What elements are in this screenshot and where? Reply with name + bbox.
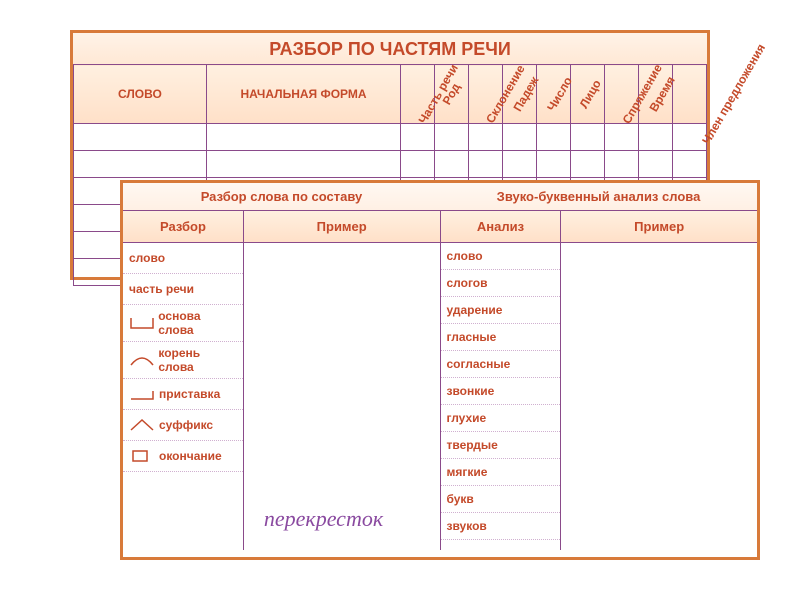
morpheme-label: корень слова	[158, 346, 237, 374]
morpheme-label: окончание	[159, 449, 222, 463]
analysis-row: ударение	[441, 297, 561, 324]
pristavka-icon	[129, 387, 155, 401]
analysis-row: слово	[441, 243, 561, 270]
col-thin-0: Часть речи	[401, 65, 435, 124]
right-colB: Пример	[561, 211, 757, 242]
col-thin-4: Число	[537, 65, 571, 124]
morpheme-label: часть речи	[129, 282, 194, 296]
example-word: перекресток	[264, 506, 383, 532]
right-example-area	[561, 243, 757, 550]
morpheme-row: слово	[123, 243, 243, 274]
col-thin-2: Склонение	[469, 65, 503, 124]
analysis-row: слогов	[441, 270, 561, 297]
right-title: Звуко-буквенный анализ слова	[440, 183, 757, 210]
analysis-row: гласные	[441, 324, 561, 351]
analysis-row: звонкие	[441, 378, 561, 405]
left-colA: Разбор	[123, 211, 244, 242]
morpheme-row: часть речи	[123, 274, 243, 305]
col-slovo: СЛОВО	[74, 65, 207, 124]
morpheme-label: слово	[129, 251, 165, 265]
table-row	[74, 151, 707, 178]
card-word-analysis: Разбор слова по составу Звуко-буквенный …	[120, 180, 760, 560]
left-example-area: перекресток	[244, 243, 440, 550]
left-panel: Разбор Пример слово часть речи основа слов…	[123, 210, 441, 550]
right-panel: Анализ Пример словослоговударениегласные…	[441, 210, 758, 550]
analysis-row: глухие	[441, 405, 561, 432]
morpheme-row: окончание	[123, 441, 243, 472]
right-colA: Анализ	[441, 211, 562, 242]
col-thin-5: Лицо	[571, 65, 605, 124]
analysis-row: согласные	[441, 351, 561, 378]
koren-icon	[129, 353, 154, 367]
analysis-row: звуков	[441, 513, 561, 540]
morpheme-label: суффикс	[159, 418, 213, 432]
okonch-icon	[129, 449, 155, 463]
col-thin-8: Член предложения	[672, 65, 706, 124]
left-title: Разбор слова по составу	[123, 183, 440, 210]
morpheme-row: суффикс	[123, 410, 243, 441]
left-colB: Пример	[244, 211, 440, 242]
col-thin-6: Спряжение	[605, 65, 639, 124]
analysis-row: твердые	[441, 432, 561, 459]
morpheme-row: приставка	[123, 379, 243, 410]
analysis-row: мягкие	[441, 459, 561, 486]
osnova-icon	[129, 316, 154, 330]
analysis-row: букв	[441, 486, 561, 513]
card-title: РАЗБОР ПО ЧАСТЯМ РЕЧИ	[73, 33, 707, 64]
col-nach: НАЧАЛЬНАЯ ФОРМА	[206, 65, 401, 124]
morpheme-row: основа слова	[123, 305, 243, 342]
morpheme-row: корень слова	[123, 342, 243, 379]
table-row	[74, 124, 707, 151]
morpheme-label: приставка	[159, 387, 220, 401]
suffix-icon	[129, 418, 155, 432]
morpheme-label: основа слова	[158, 309, 237, 337]
